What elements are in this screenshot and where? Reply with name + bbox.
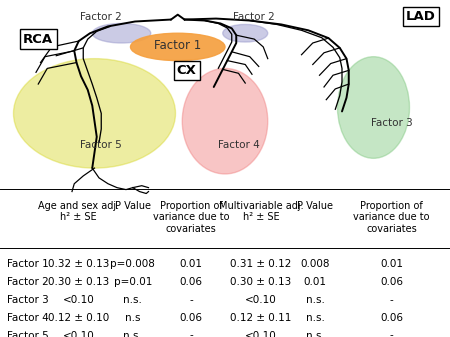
Text: Factor 2: Factor 2 — [81, 11, 122, 22]
Text: 0.12 ± 0.10: 0.12 ± 0.10 — [48, 313, 109, 323]
Text: Proportion of
variance due to
covariates: Proportion of variance due to covariates — [353, 201, 430, 234]
Text: RCA: RCA — [23, 33, 53, 45]
Text: n.s: n.s — [125, 313, 140, 323]
Text: Factor 2: Factor 2 — [7, 277, 49, 287]
Text: 0.06: 0.06 — [380, 313, 403, 323]
Ellipse shape — [14, 59, 176, 168]
Text: 0.30 ± 0.13: 0.30 ± 0.13 — [230, 277, 292, 287]
Text: -: - — [189, 331, 193, 337]
Text: 0.01: 0.01 — [380, 259, 403, 269]
Text: Factor 3: Factor 3 — [7, 295, 49, 305]
Ellipse shape — [130, 33, 225, 61]
Text: n.s.: n.s. — [123, 295, 142, 305]
Text: P Value: P Value — [115, 201, 151, 211]
Text: Factor 5: Factor 5 — [7, 331, 49, 337]
Text: 0.01: 0.01 — [303, 277, 327, 287]
Text: Factor 1: Factor 1 — [154, 39, 202, 53]
Text: 0.30 ± 0.13: 0.30 ± 0.13 — [48, 277, 109, 287]
Text: <0.10: <0.10 — [63, 295, 94, 305]
Text: Age and sex adj.
h² ± SE: Age and sex adj. h² ± SE — [38, 201, 119, 222]
Text: LAD: LAD — [406, 10, 436, 23]
Text: P Value: P Value — [297, 201, 333, 211]
Text: 0.32 ± 0.13: 0.32 ± 0.13 — [48, 259, 109, 269]
Text: -: - — [189, 295, 193, 305]
Text: n.s.: n.s. — [123, 331, 142, 337]
Text: Factor 4: Factor 4 — [218, 140, 259, 150]
Ellipse shape — [338, 57, 410, 158]
Text: <0.10: <0.10 — [245, 331, 277, 337]
Text: n.s.: n.s. — [306, 331, 324, 337]
Text: Multivariable adj.
h² ± SE: Multivariable adj. h² ± SE — [219, 201, 303, 222]
Text: p=0.01: p=0.01 — [113, 277, 152, 287]
Text: 0.06: 0.06 — [380, 277, 403, 287]
Text: Proportion of
variance due to
covariates: Proportion of variance due to covariates — [153, 201, 230, 234]
Text: Factor 2: Factor 2 — [234, 11, 275, 22]
Text: 0.06: 0.06 — [180, 277, 203, 287]
Text: <0.10: <0.10 — [63, 331, 94, 337]
Text: Factor 1: Factor 1 — [7, 259, 49, 269]
Ellipse shape — [92, 24, 151, 43]
Text: CX: CX — [177, 64, 197, 77]
Text: 0.008: 0.008 — [300, 259, 330, 269]
Text: -: - — [390, 295, 393, 305]
Text: 0.06: 0.06 — [180, 313, 203, 323]
Text: <0.10: <0.10 — [245, 295, 277, 305]
Text: Factor 3: Factor 3 — [371, 118, 412, 128]
Text: n.s.: n.s. — [306, 295, 324, 305]
Text: 0.31 ± 0.12: 0.31 ± 0.12 — [230, 259, 292, 269]
Text: Factor 4: Factor 4 — [7, 313, 49, 323]
Ellipse shape — [182, 68, 268, 174]
Ellipse shape — [223, 25, 268, 42]
Text: Factor 5: Factor 5 — [81, 140, 122, 150]
Text: 0.01: 0.01 — [180, 259, 203, 269]
Text: p=0.008: p=0.008 — [110, 259, 155, 269]
Text: -: - — [390, 331, 393, 337]
Text: n.s.: n.s. — [306, 313, 324, 323]
Text: 0.12 ± 0.11: 0.12 ± 0.11 — [230, 313, 292, 323]
